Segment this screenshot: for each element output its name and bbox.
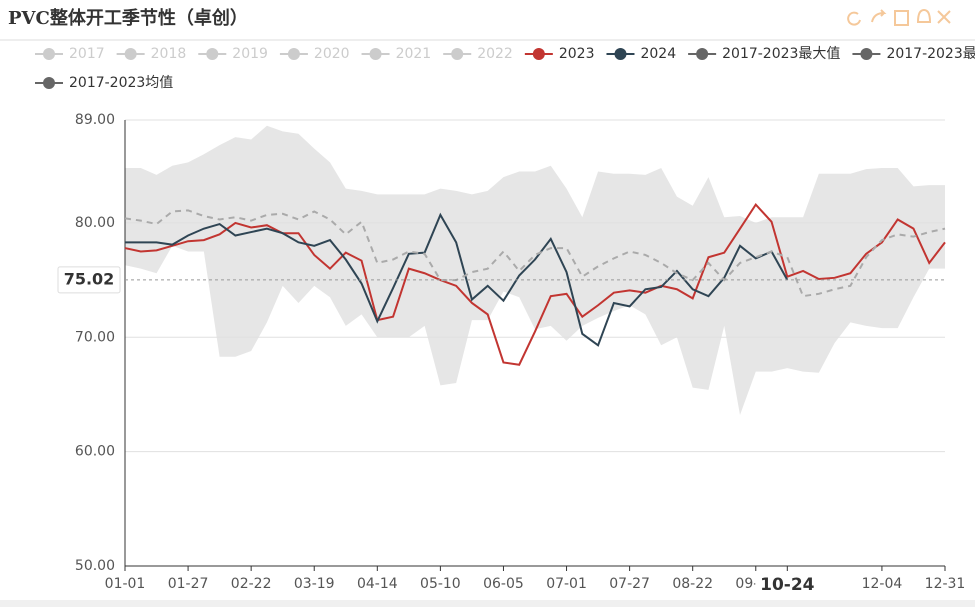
refresh-icon[interactable] (847, 11, 861, 26)
x-tick-label: 12-04 (862, 576, 903, 592)
pointer-y-label-box (57, 266, 121, 294)
legend-item[interactable]: 2019 (198, 46, 268, 62)
legend-item[interactable]: 2023 (524, 46, 595, 62)
y-tick-label: 89.00 (75, 112, 115, 128)
toolbox[interactable] (847, 8, 951, 26)
legend-label: 2019 (232, 46, 268, 62)
footer-strip (0, 600, 975, 607)
legend-label: 2023 (559, 46, 595, 62)
legend-item[interactable]: 2024 (606, 46, 676, 62)
x-tick-label: 01-01 (105, 576, 146, 592)
pointer-y-label: 75.02 (64, 269, 115, 288)
legend-item[interactable]: 2017-2023最大值 (688, 46, 840, 62)
legend-label: 2018 (151, 46, 187, 62)
x-tick-label: 04-14 (357, 576, 398, 592)
x-tick-label: 07-01 (546, 576, 587, 592)
legend-dot (696, 48, 709, 60)
legend-dot (124, 48, 137, 60)
legend-dot (860, 48, 873, 60)
legend-dot (43, 48, 55, 60)
x-tick-label: 02-22 (231, 576, 272, 592)
restore-icon[interactable] (871, 9, 887, 23)
legend-dot (532, 48, 545, 60)
legend-dot (43, 77, 55, 89)
y-tick-label: 80.00 (75, 215, 115, 231)
legend-item[interactable]: 2020 (279, 46, 350, 62)
legend-label: 2020 (314, 46, 350, 62)
x-tick-label: 03-19 (294, 576, 335, 592)
x-tick-label: 01-27 (168, 576, 209, 592)
legend-label: 2017-2023最小值 (886, 46, 975, 62)
x-tick-label: 07-27 (609, 576, 650, 592)
series-line (125, 212, 789, 347)
bell-icon[interactable] (916, 8, 932, 23)
legend-item[interactable]: 2017 (35, 46, 105, 62)
x-tick-label: 05-10 (420, 576, 461, 592)
pointer-x-label: 10-24 (760, 575, 815, 595)
legend-label: 2017 (69, 46, 105, 62)
legend-item[interactable]: 2017-2023最小值 (852, 46, 975, 62)
legend-item[interactable]: 2021 (361, 46, 432, 62)
y-tick-label: 70.00 (75, 329, 115, 345)
y-tick-label: 50.00 (75, 558, 115, 574)
legend-label: 2021 (396, 46, 432, 62)
legend-dot (369, 48, 382, 60)
x-tick-label: 12-31 (925, 576, 966, 592)
legend-label: 2017-2023最大值 (722, 46, 840, 62)
band-area (125, 245, 945, 567)
chart-title: PVC整体开工季节性（卓创） (8, 7, 248, 29)
legend-dot (451, 48, 464, 60)
legend-dot (287, 48, 300, 60)
y-tick-label: 60.00 (75, 444, 115, 460)
legend-label: 2017-2023均值 (69, 75, 173, 91)
legend-item[interactable]: 2018 (116, 46, 187, 62)
legend-dot (614, 48, 627, 60)
legend-dot (206, 48, 219, 60)
legend-item[interactable]: 2022 (443, 46, 513, 62)
save-icon[interactable] (894, 10, 909, 26)
x-tick-label: 08-22 (672, 576, 713, 592)
series-line (124, 203, 946, 366)
pointer-x-label-box (755, 571, 820, 599)
legend-item[interactable]: 2017-2023均值 (35, 75, 173, 91)
legend-label: 2022 (477, 46, 513, 62)
legend-label: 2024 (640, 46, 676, 62)
close-icon[interactable] (937, 10, 951, 24)
x-tick-label: 06-05 (483, 576, 524, 592)
series-line (124, 209, 946, 298)
